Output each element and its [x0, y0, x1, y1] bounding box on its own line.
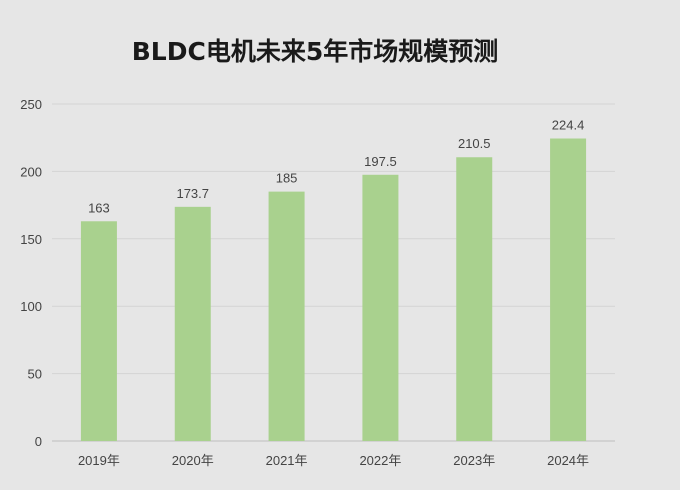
- bar: [362, 174, 399, 441]
- x-tick-label: 2019年: [78, 453, 120, 468]
- y-tick-label: 50: [28, 367, 42, 382]
- y-tick-label: 0: [35, 434, 42, 449]
- chart-title: BLDC电机未来5年市场规模预测: [131, 37, 499, 66]
- x-tick-label: 2020年: [172, 453, 214, 468]
- y-tick-label: 100: [20, 299, 42, 314]
- bar: [550, 138, 587, 442]
- data-label: 224.4: [552, 118, 585, 133]
- bar: [456, 157, 493, 441]
- x-tick-label: 2021年: [266, 453, 308, 468]
- data-label: 163: [88, 200, 110, 215]
- data-label: 185: [276, 171, 298, 186]
- y-tick-label: 200: [20, 164, 42, 179]
- bar: [80, 221, 117, 441]
- x-tick-label: 2023年: [453, 453, 495, 468]
- data-label: 210.5: [458, 136, 491, 151]
- bar: [268, 191, 305, 441]
- x-tick-label: 2022年: [359, 453, 401, 468]
- data-label: 173.7: [176, 186, 209, 201]
- y-tick-label: 250: [20, 97, 42, 112]
- x-tick-label: 2024年: [547, 453, 589, 468]
- y-tick-label: 150: [20, 232, 42, 247]
- data-label: 197.5: [364, 154, 397, 169]
- bar: [174, 206, 211, 441]
